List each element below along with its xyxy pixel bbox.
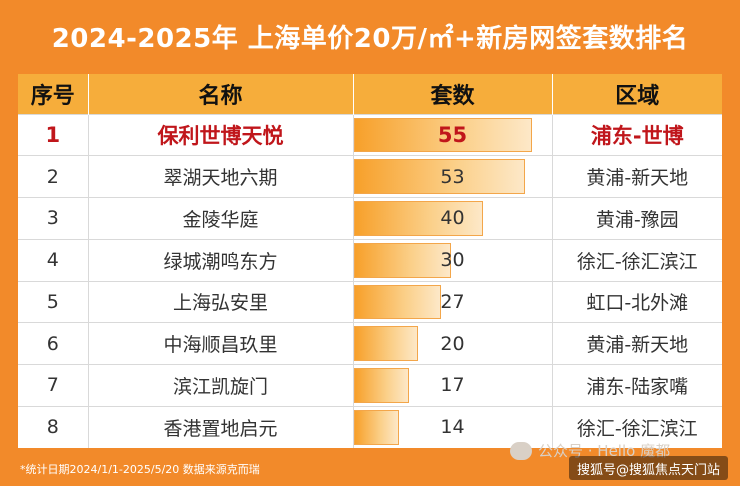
row-rank: 7 [18, 364, 89, 407]
watermark: 公众号 · Hello 魔都 [510, 440, 670, 461]
row-rank: 8 [18, 405, 89, 448]
table-row: 1 保利世博天悦 55 浦东-世博 [18, 113, 722, 156]
row-area: 黄浦-新天地 [552, 322, 722, 365]
row-count: 53 [353, 155, 553, 198]
count-bar [353, 159, 526, 194]
row-name: 滨江凯旋门 [88, 364, 354, 407]
count-bar [353, 201, 484, 236]
count-bar [353, 326, 419, 361]
header-area: 区域 [552, 74, 722, 114]
row-count: 17 [353, 364, 553, 407]
row-rank: 3 [18, 197, 89, 240]
row-rank: 4 [18, 238, 89, 281]
row-area: 虹口-北外滩 [552, 280, 722, 323]
table-row: 5 上海弘安里 27 虹口-北外滩 [18, 280, 722, 323]
footer-note: *统计日期2024/1/1-2025/5/20 数据来源克而瑞 [20, 463, 260, 476]
table-row: 2 翠湖天地六期 53 黄浦-新天地 [18, 155, 722, 198]
row-rank: 6 [18, 322, 89, 365]
row-count: 27 [353, 280, 553, 323]
row-count: 40 [353, 197, 553, 240]
wechat-icon [510, 441, 532, 460]
count-value: 27 [440, 290, 465, 313]
header-count: 套数 [353, 74, 553, 114]
header-rank: 序号 [18, 74, 89, 114]
row-area: 徐汇-徐汇滨江 [552, 238, 722, 281]
row-area: 黄浦-豫园 [552, 197, 722, 240]
count-bar [353, 409, 399, 445]
page-title: 2024-2025年 上海单价20万/㎡+新房网签套数排名 [51, 23, 689, 54]
row-rank: 1 [18, 113, 89, 156]
count-bar [353, 284, 441, 320]
row-count: 14 [353, 405, 553, 448]
table-row: 4 绿城潮鸣东方 30 徐汇-徐汇滨江 [18, 238, 722, 281]
ranking-table: 序号 名称 套数 区域 1 保利世博天悦 55 浦东-世博 2 翠湖天地六期 53 黄浦-新天… [18, 74, 722, 448]
row-name: 翠湖天地六期 [88, 155, 354, 198]
count-value: 14 [440, 416, 465, 439]
row-rank: 5 [18, 280, 89, 323]
watermark-text: 公众号 · Hello 魔都 [538, 442, 671, 460]
row-rank: 2 [18, 155, 89, 198]
row-name: 金陵华庭 [88, 197, 354, 240]
source-tag: 搜狐号@搜狐焦点天门站 [568, 456, 728, 480]
row-name: 香港置地启元 [88, 405, 354, 448]
table-row: 8 香港置地启元 14 徐汇-徐汇滨江 [18, 405, 722, 448]
count-value: 30 [440, 249, 465, 272]
count-bar [353, 368, 409, 403]
row-count: 20 [353, 322, 553, 365]
count-value: 55 [437, 122, 468, 147]
count-bar [353, 117, 532, 153]
count-value: 40 [440, 207, 465, 230]
row-area: 黄浦-新天地 [552, 155, 722, 198]
row-area: 徐汇-徐汇滨江 [552, 405, 722, 448]
row-count: 30 [353, 238, 553, 281]
row-name: 绿城潮鸣东方 [88, 238, 354, 281]
count-bar [353, 242, 451, 278]
count-value: 17 [440, 374, 465, 397]
table-row: 3 金陵华庭 40 黄浦-豫园 [18, 197, 722, 240]
count-value: 53 [440, 165, 465, 188]
row-name: 上海弘安里 [88, 280, 354, 323]
row-count: 55 [353, 113, 553, 156]
row-area: 浦东-世博 [552, 113, 722, 156]
table-row: 6 中海顺昌玖里 20 黄浦-新天地 [18, 322, 722, 365]
table-header-row: 序号 名称 套数 区域 [18, 74, 722, 114]
row-area: 浦东-陆家嘴 [552, 364, 722, 407]
header-name: 名称 [88, 74, 354, 114]
count-value: 20 [440, 332, 465, 355]
table-row: 7 滨江凯旋门 17 浦东-陆家嘴 [18, 364, 722, 407]
row-name: 中海顺昌玖里 [88, 322, 354, 365]
row-name: 保利世博天悦 [88, 113, 354, 156]
